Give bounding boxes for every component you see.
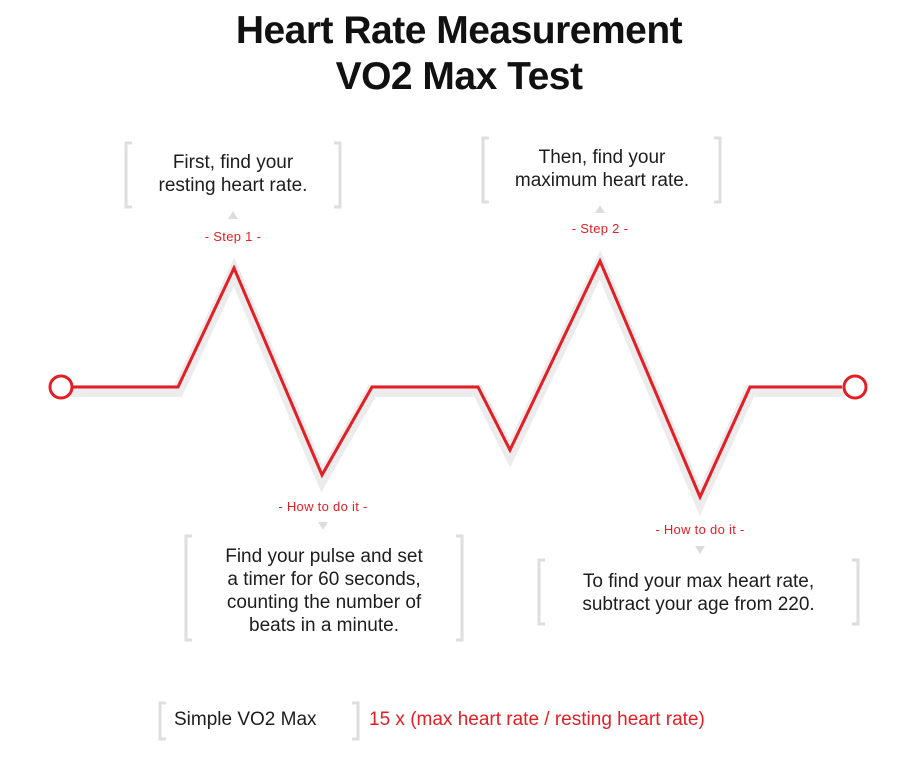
- how-to-2-line-2: subtract your age from 220.: [582, 594, 815, 615]
- how-to-1-line-1: Find your pulse and set: [225, 546, 423, 567]
- wave-start-circle: [48, 374, 74, 400]
- step-2-text: Then, find your maximum heart rate.: [490, 146, 714, 192]
- how-to-2-bracket: [537, 558, 860, 626]
- step-1-label: - Step 1 -: [204, 229, 262, 244]
- step-2-label: - Step 2 -: [571, 221, 629, 236]
- step-1-text: First, find your resting heart rate.: [133, 151, 333, 197]
- step-2-bracket: [481, 136, 722, 204]
- how-to-2-line-1: To find your max heart rate,: [582, 571, 815, 592]
- how-to-1-line-2: a timer for 60 seconds,: [227, 569, 421, 590]
- how-to-2-label: - How to do it -: [655, 522, 745, 537]
- how-to-1-label: - How to do it -: [278, 499, 368, 514]
- step-1-line-2: resting heart rate.: [158, 175, 308, 196]
- step-1-line-1: First, find your: [172, 152, 294, 173]
- how-to-2-text: To find your max heart rate, subtract yo…: [546, 570, 851, 616]
- formula-label: Simple VO2 Max: [174, 709, 317, 730]
- how-to-2-arrow-down: [695, 546, 705, 554]
- title-line-2: VO2 Max Test: [335, 55, 583, 98]
- step-2-line-1: Then, find your: [538, 147, 666, 168]
- how-to-1-text: Find your pulse and set a timer for 60 s…: [193, 545, 455, 637]
- wave-end-circle: [842, 374, 868, 400]
- formula-value: 15 x (max heart rate / resting heart rat…: [369, 709, 705, 730]
- step-1-bracket: [124, 141, 342, 209]
- heartbeat-wave-shadow: [67, 250, 848, 516]
- how-to-1-line-4: beats in a minute.: [249, 615, 399, 636]
- step-2-arrow-up: [595, 205, 605, 213]
- how-to-1-bracket: [184, 534, 464, 642]
- title-line-1: Heart Rate Measurement: [235, 9, 683, 52]
- step-2-line-2: maximum heart rate.: [514, 170, 690, 191]
- heartbeat-wave: [73, 257, 842, 501]
- how-to-1-arrow-down: [318, 522, 328, 530]
- step-1-arrow-up: [228, 211, 238, 219]
- how-to-1-line-3: counting the number of: [226, 592, 422, 613]
- formula-bracket: [158, 701, 360, 741]
